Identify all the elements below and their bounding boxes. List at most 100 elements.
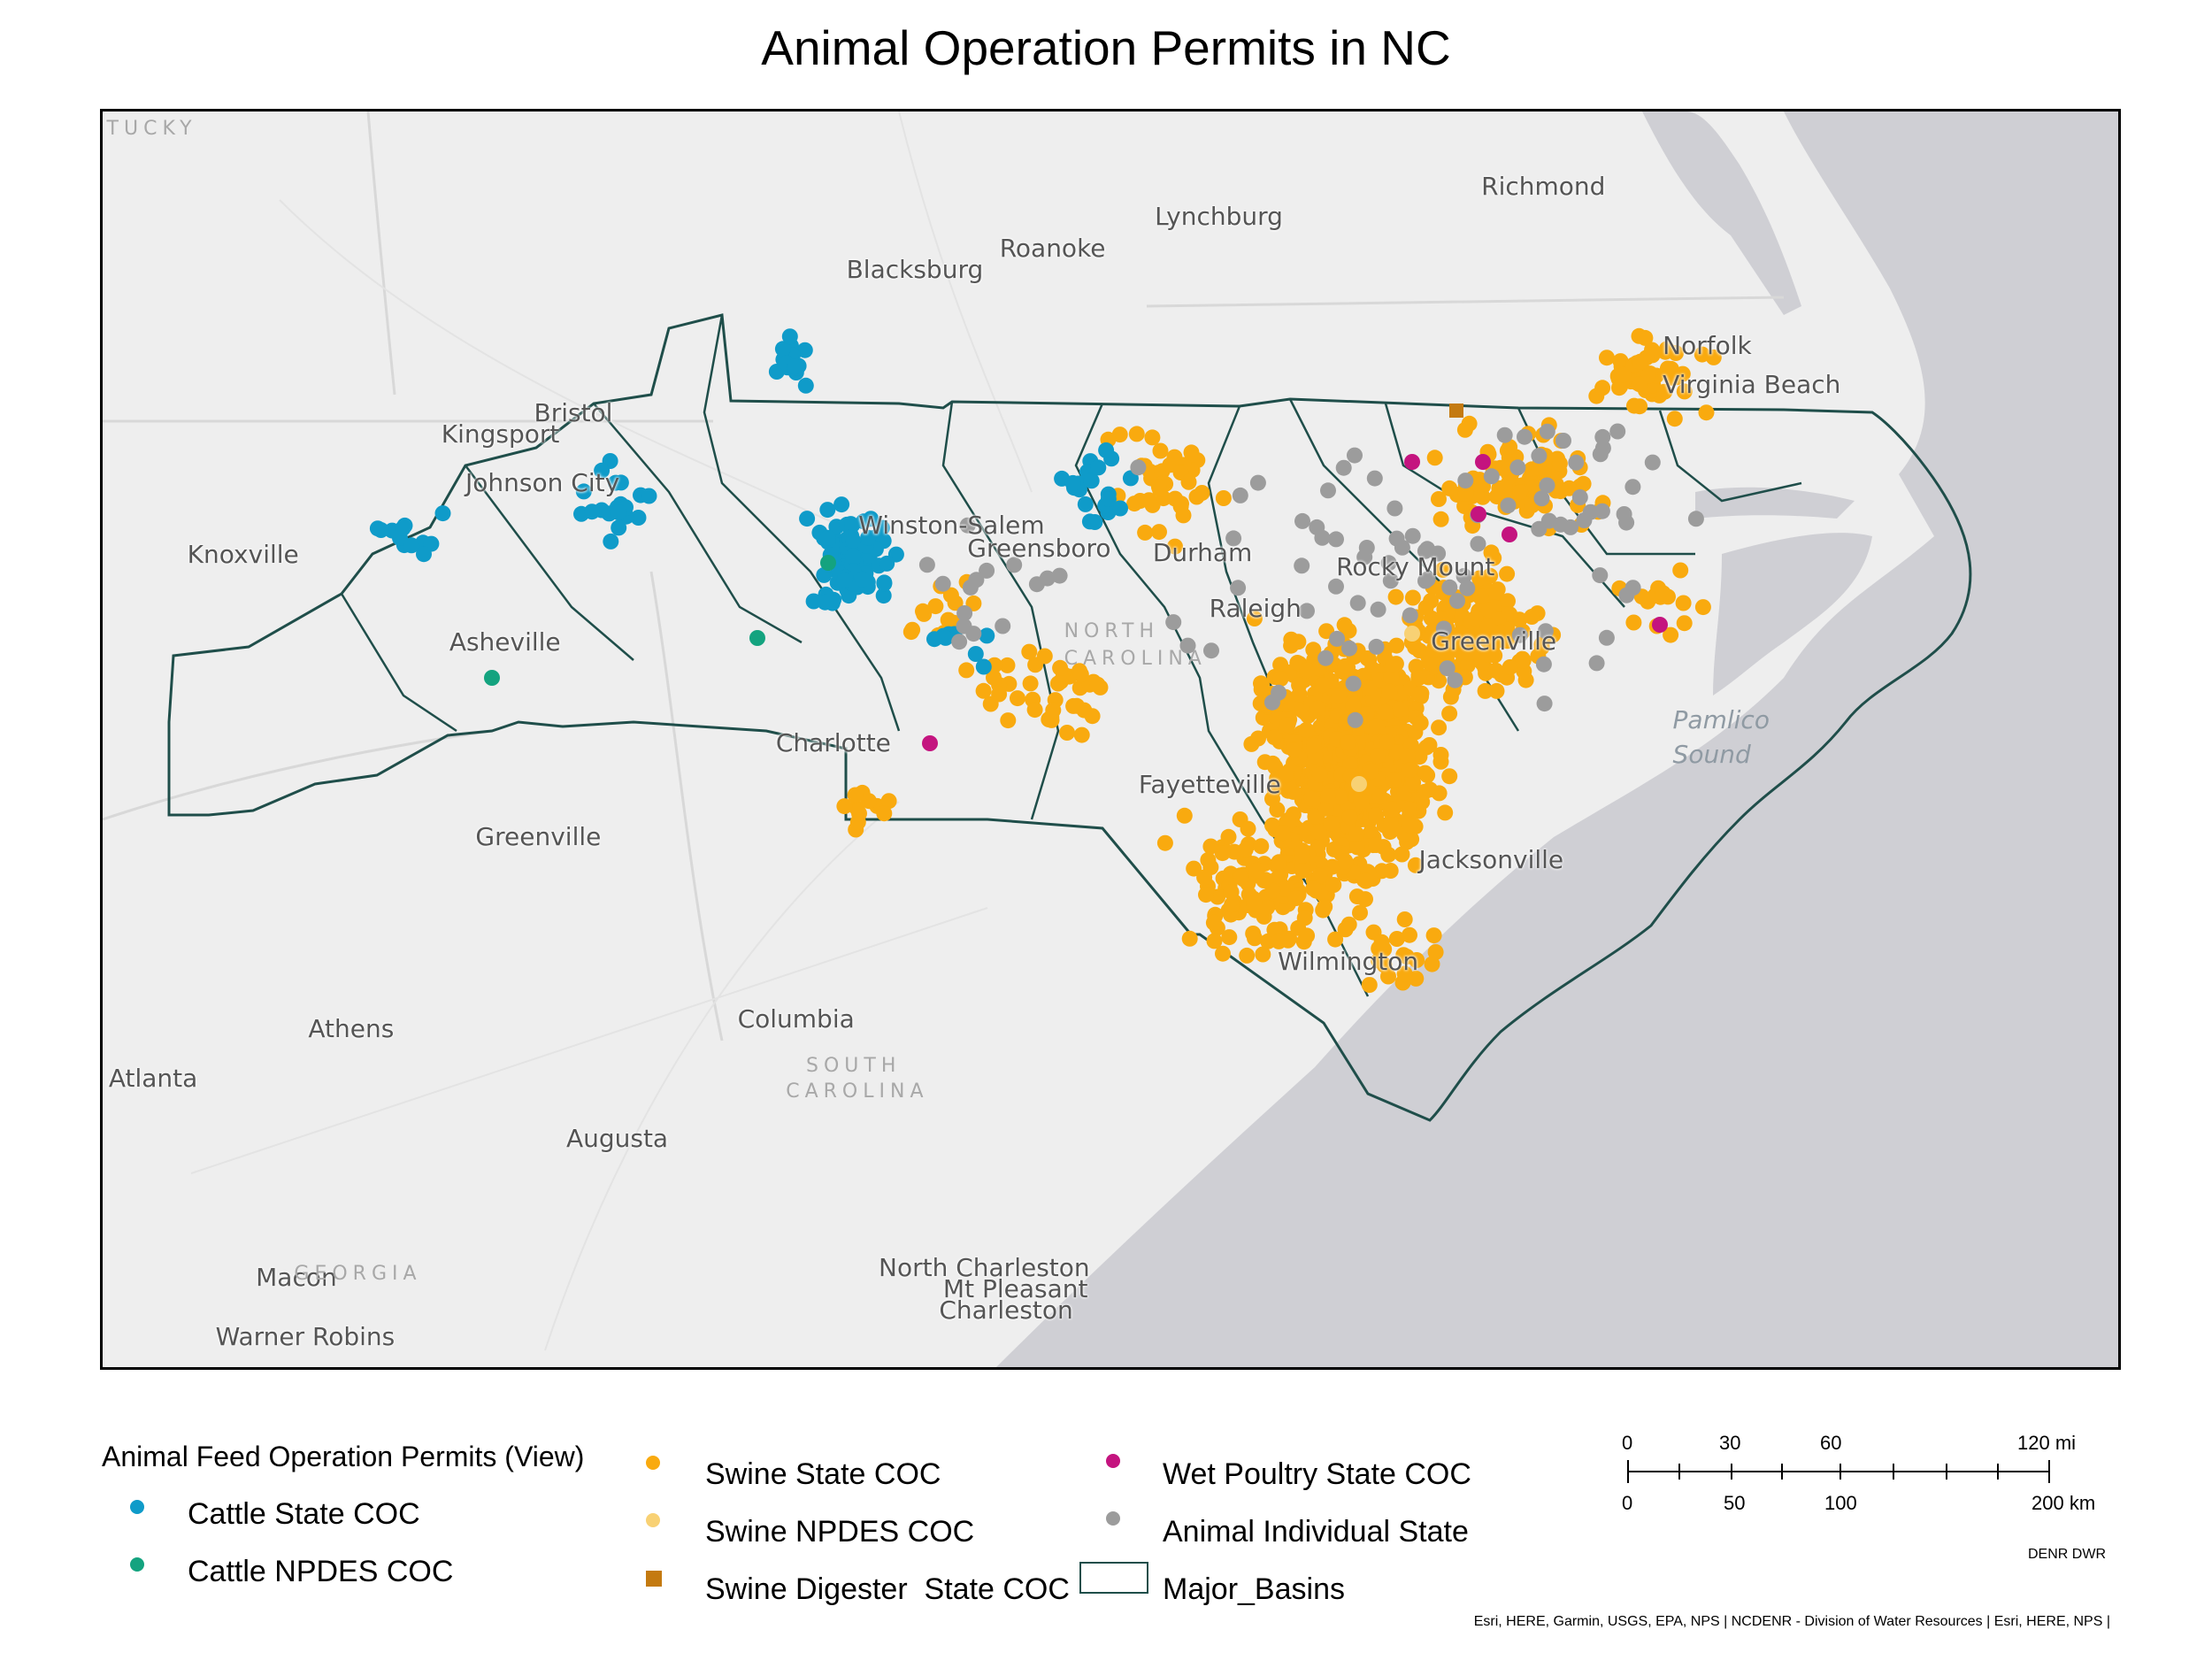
cattle-state-point[interactable]	[805, 593, 822, 610]
animal-individual-point[interactable]	[1457, 473, 1474, 489]
swine-state-point[interactable]	[1368, 807, 1385, 824]
swine-state-point[interactable]	[1240, 820, 1256, 837]
cattle-state-point[interactable]	[1100, 491, 1117, 507]
swine-state-point[interactable]	[1373, 934, 1390, 950]
cattle-state-point[interactable]	[979, 627, 995, 644]
swine-state-point[interactable]	[1305, 642, 1322, 658]
swine-state-point[interactable]	[1409, 952, 1425, 968]
swine-state-point[interactable]	[1380, 968, 1396, 985]
swine-state-point[interactable]	[1172, 498, 1189, 515]
swine-state-point[interactable]	[1381, 683, 1398, 700]
swine-state-point[interactable]	[1089, 676, 1106, 693]
cattle-state-point[interactable]	[816, 566, 833, 583]
swine-state-point[interactable]	[1272, 671, 1289, 688]
swine-state-point[interactable]	[1385, 656, 1402, 673]
animal-individual-point[interactable]	[1404, 527, 1421, 544]
animal-individual-point[interactable]	[1624, 580, 1641, 596]
swine-state-point[interactable]	[1402, 817, 1418, 834]
animal-individual-point[interactable]	[1535, 656, 1552, 673]
animal-individual-point[interactable]	[1386, 500, 1403, 517]
swine-state-point[interactable]	[986, 669, 1002, 686]
animal-individual-point[interactable]	[1349, 595, 1366, 611]
swine-state-point[interactable]	[1676, 615, 1693, 632]
swine-state-point[interactable]	[1431, 491, 1447, 507]
animal-individual-point[interactable]	[1230, 580, 1247, 596]
swine-state-point[interactable]	[1437, 804, 1454, 821]
cattle-state-point[interactable]	[774, 341, 791, 357]
animal-individual-point[interactable]	[1483, 468, 1500, 485]
swine-state-point[interactable]	[1059, 725, 1075, 741]
swine-state-point[interactable]	[1357, 891, 1373, 908]
animal-individual-point[interactable]	[956, 618, 972, 634]
animal-individual-point[interactable]	[1539, 477, 1555, 494]
swine-state-point[interactable]	[902, 624, 919, 641]
swine-state-point[interactable]	[1021, 643, 1038, 660]
swine-state-point[interactable]	[1675, 595, 1692, 611]
swine-state-point[interactable]	[1497, 479, 1513, 496]
cattle-state-point[interactable]	[975, 658, 992, 675]
animal-individual-point[interactable]	[1320, 482, 1336, 499]
animal-individual-point[interactable]	[1533, 490, 1550, 507]
cattle-state-point[interactable]	[844, 517, 861, 534]
cattle-state-point[interactable]	[844, 548, 861, 565]
cattle-npdes-point[interactable]	[484, 670, 500, 686]
animal-individual-point[interactable]	[1552, 516, 1569, 533]
swine-state-point[interactable]	[1637, 329, 1654, 346]
swine-state-point[interactable]	[1215, 490, 1232, 506]
swine-state-point[interactable]	[1340, 734, 1356, 751]
swine-state-point[interactable]	[1156, 834, 1173, 851]
swine-state-point[interactable]	[1151, 524, 1167, 541]
cattle-state-point[interactable]	[611, 519, 627, 536]
swine-state-point[interactable]	[1427, 944, 1444, 960]
cattle-state-point[interactable]	[403, 537, 420, 554]
swine-state-point[interactable]	[1531, 459, 1548, 476]
animal-individual-point[interactable]	[1687, 511, 1704, 527]
swine-state-point[interactable]	[1286, 742, 1302, 758]
cattle-state-point[interactable]	[1112, 500, 1128, 517]
swine-state-point[interactable]	[1144, 429, 1161, 446]
swine-state-point[interactable]	[1369, 748, 1386, 765]
swine-state-point[interactable]	[1405, 774, 1422, 791]
swine-state-point[interactable]	[1705, 349, 1722, 365]
swine-state-point[interactable]	[1353, 793, 1370, 810]
cattle-state-point[interactable]	[612, 474, 629, 491]
cattle-state-point[interactable]	[797, 377, 814, 394]
cattle-state-point[interactable]	[860, 529, 877, 546]
animal-individual-point[interactable]	[1419, 541, 1436, 557]
animal-individual-point[interactable]	[1417, 573, 1433, 589]
swine-state-point[interactable]	[1352, 904, 1368, 921]
swine-state-point[interactable]	[1294, 863, 1310, 879]
swine-state-point[interactable]	[1698, 404, 1715, 421]
swine-state-point[interactable]	[849, 814, 866, 830]
swine-state-point[interactable]	[1221, 929, 1238, 946]
swine-state-point[interactable]	[1248, 862, 1265, 879]
swine-state-point[interactable]	[1384, 801, 1401, 818]
swine-state-point[interactable]	[1010, 690, 1025, 707]
swine-state-point[interactable]	[1418, 739, 1435, 756]
animal-individual-point[interactable]	[1345, 675, 1362, 692]
swine-state-point[interactable]	[916, 605, 933, 622]
swine-state-point[interactable]	[1357, 872, 1374, 889]
swine-state-point[interactable]	[1417, 765, 1433, 781]
swine-state-point[interactable]	[1000, 712, 1017, 729]
swine-state-point[interactable]	[1205, 914, 1222, 931]
animal-individual-point[interactable]	[1509, 459, 1526, 476]
swine-state-point[interactable]	[1254, 676, 1270, 693]
animal-individual-point[interactable]	[1592, 446, 1609, 463]
swine-state-point[interactable]	[1461, 644, 1478, 661]
swine-state-point[interactable]	[1632, 353, 1648, 370]
swine-state-point[interactable]	[1361, 680, 1378, 696]
swine-state-point[interactable]	[1072, 666, 1089, 683]
swine-state-point[interactable]	[1349, 839, 1365, 856]
swine-state-point[interactable]	[1659, 360, 1676, 377]
animal-individual-point[interactable]	[956, 605, 973, 621]
animal-individual-point[interactable]	[1594, 428, 1611, 445]
animal-individual-point[interactable]	[1644, 454, 1661, 471]
cattle-state-point[interactable]	[611, 504, 627, 521]
swine-state-point[interactable]	[1276, 880, 1293, 897]
swine-state-point[interactable]	[1626, 397, 1642, 414]
swine-state-point[interactable]	[1361, 977, 1378, 993]
swine-state-point[interactable]	[1331, 688, 1348, 704]
cattle-state-point[interactable]	[796, 342, 813, 358]
swine-state-point[interactable]	[1299, 662, 1316, 679]
